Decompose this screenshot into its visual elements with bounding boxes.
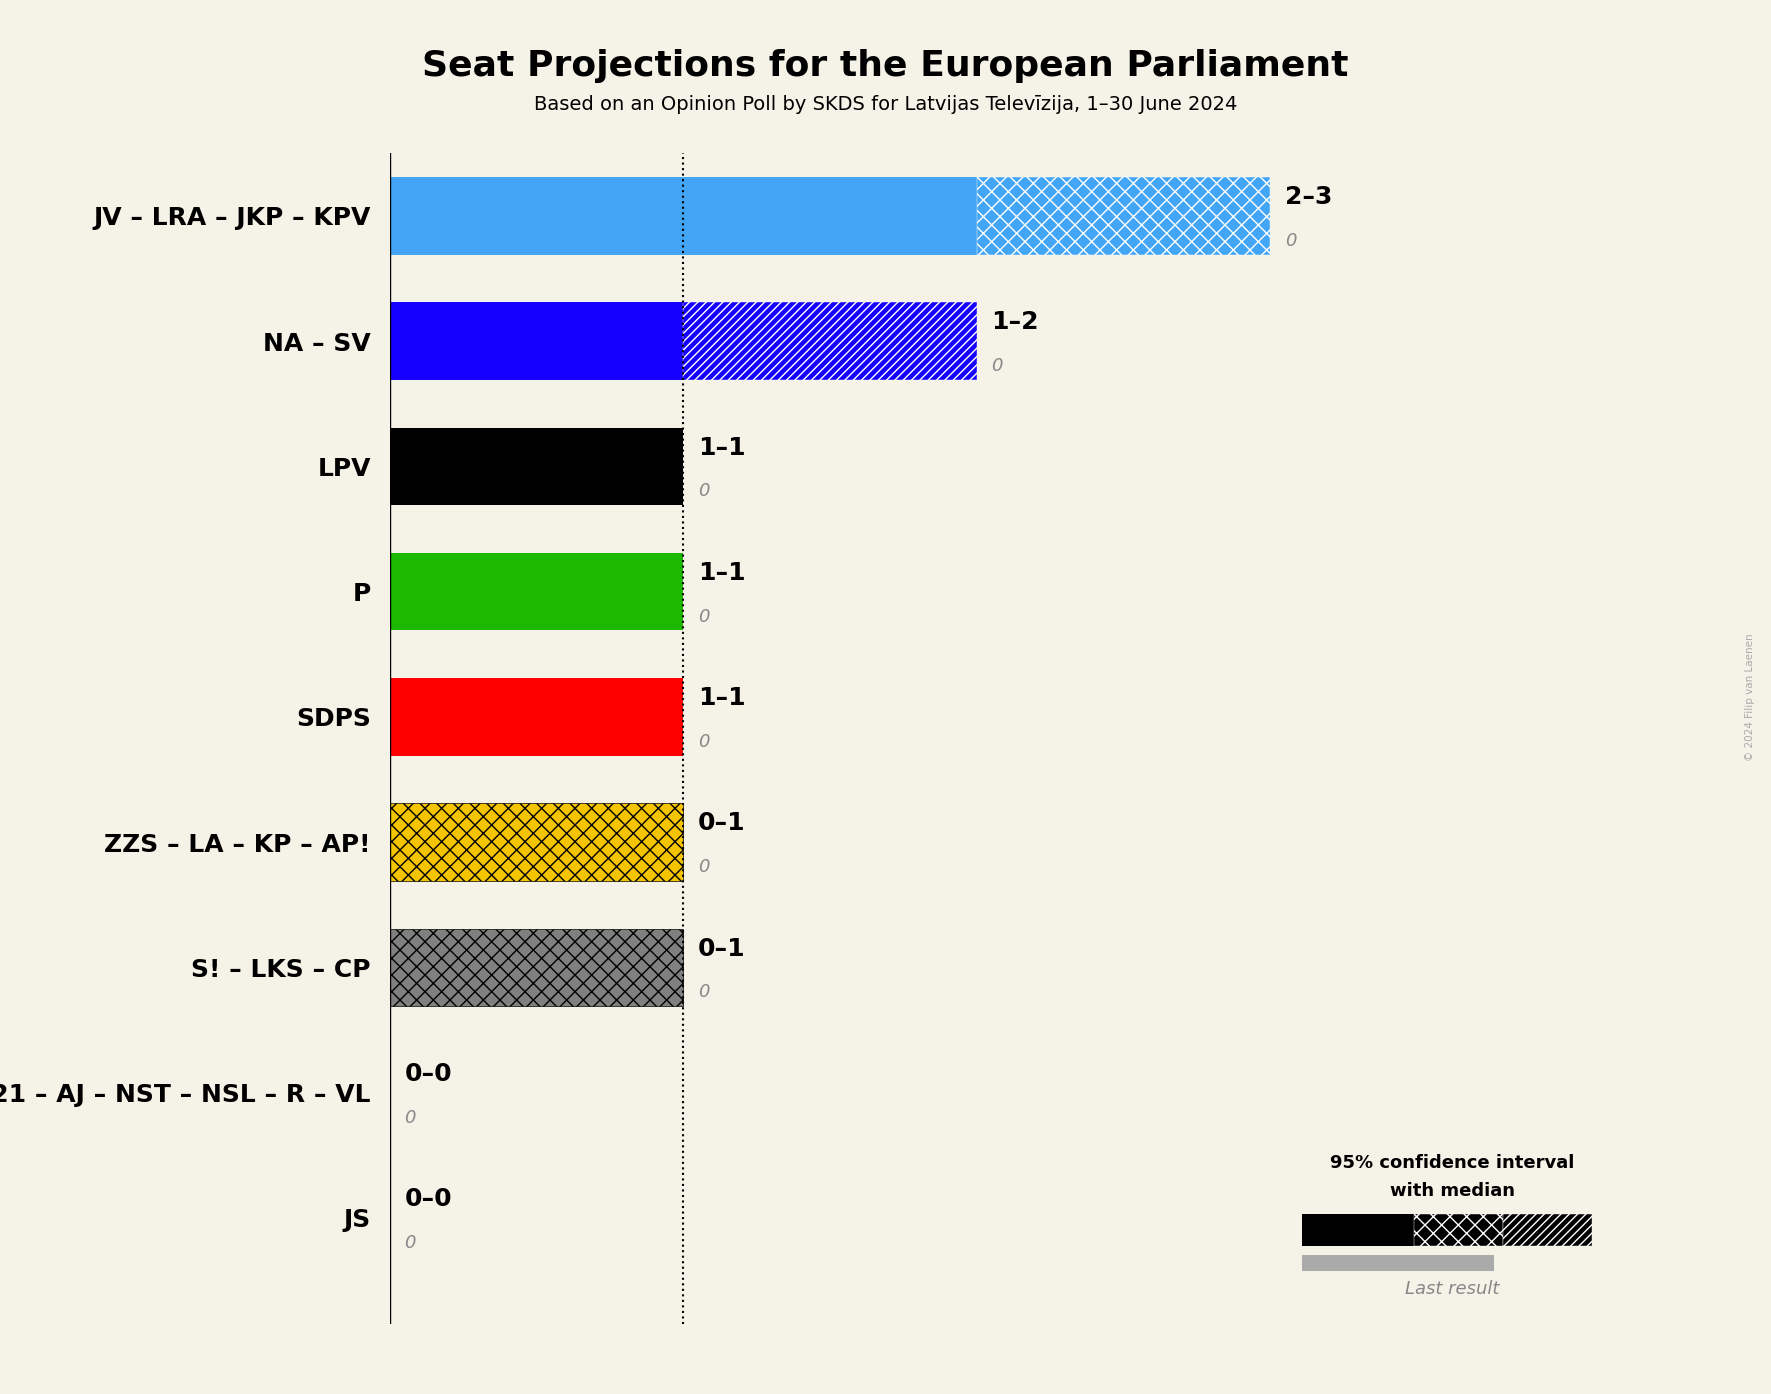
Text: 0–1: 0–1 — [698, 937, 746, 960]
Text: 1–1: 1–1 — [698, 686, 746, 710]
Bar — [390, 677, 684, 756]
Text: 0: 0 — [1284, 231, 1296, 250]
Bar — [684, 302, 976, 381]
Bar — [1504, 1214, 1592, 1246]
Bar — [1302, 1214, 1413, 1246]
Bar — [1302, 1255, 1493, 1271]
Text: 0: 0 — [992, 357, 1002, 375]
Text: 1–1: 1–1 — [698, 436, 746, 460]
Text: 95% confidence interval: 95% confidence interval — [1330, 1154, 1574, 1171]
Text: Based on an Opinion Poll by SKDS for Latvijas Televīzija, 1–30 June 2024: Based on an Opinion Poll by SKDS for Lat… — [533, 95, 1238, 114]
Text: 0: 0 — [404, 1234, 416, 1252]
Text: 1–1: 1–1 — [698, 560, 746, 585]
Text: 0–1: 0–1 — [698, 811, 746, 835]
Text: 0: 0 — [698, 733, 708, 751]
Text: Last result: Last result — [1404, 1280, 1500, 1298]
Text: 0: 0 — [404, 1108, 416, 1126]
Text: Seat Projections for the European Parliament: Seat Projections for the European Parlia… — [421, 49, 1350, 82]
Text: 0–0: 0–0 — [404, 1062, 452, 1086]
Text: © 2024 Filip van Laenen: © 2024 Filip van Laenen — [1744, 633, 1755, 761]
Text: 2–3: 2–3 — [1284, 185, 1332, 209]
Bar — [1413, 1214, 1504, 1246]
Bar — [390, 553, 684, 630]
Text: 0: 0 — [698, 859, 708, 877]
Text: 0–0: 0–0 — [404, 1188, 452, 1211]
Bar — [390, 302, 684, 381]
Text: with median: with median — [1390, 1182, 1514, 1200]
Bar — [390, 177, 976, 255]
Bar — [976, 177, 1270, 255]
Bar — [390, 928, 684, 1006]
Text: 1–2: 1–2 — [992, 311, 1040, 335]
Bar — [390, 428, 684, 505]
Text: 0: 0 — [698, 482, 708, 500]
Text: 0: 0 — [698, 983, 708, 1001]
Text: 0: 0 — [698, 608, 708, 626]
Bar — [390, 803, 684, 881]
